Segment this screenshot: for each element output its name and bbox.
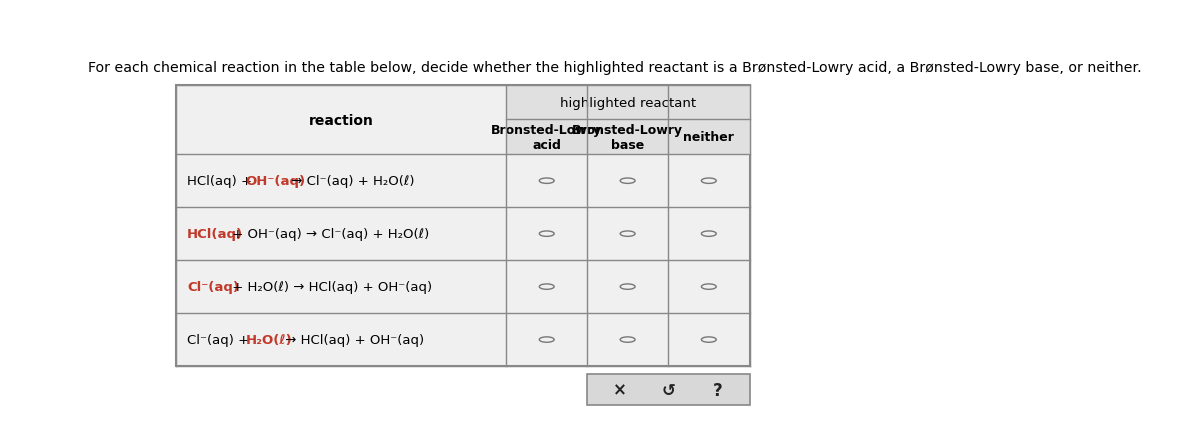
Text: HCl(aq): HCl(aq)	[187, 228, 244, 240]
Text: Bronsted-Lowry
base: Bronsted-Lowry base	[572, 124, 683, 152]
Text: Bronsted-Lowry
acid: Bronsted-Lowry acid	[491, 124, 602, 152]
Text: HCl(aq) +: HCl(aq) +	[187, 175, 257, 188]
Text: H₂O(ℓ): H₂O(ℓ)	[246, 333, 293, 346]
Text: → Cl⁻(aq) + H₂O(ℓ): → Cl⁻(aq) + H₂O(ℓ)	[287, 175, 414, 188]
Text: + H₂O(ℓ) → HCl(aq) + OH⁻(aq): + H₂O(ℓ) → HCl(aq) + OH⁻(aq)	[228, 280, 432, 293]
Text: For each chemical reaction in the table below, decide whether the highlighted re: For each chemical reaction in the table …	[88, 61, 1142, 75]
Text: Cl⁻(aq): Cl⁻(aq)	[187, 280, 239, 293]
Text: OH⁻(aq): OH⁻(aq)	[246, 175, 306, 188]
Text: → HCl(aq) + OH⁻(aq): → HCl(aq) + OH⁻(aq)	[281, 333, 424, 346]
Text: reaction: reaction	[308, 113, 373, 127]
Bar	[176, 86, 750, 366]
Bar	[588, 374, 750, 405]
Bar	[506, 86, 750, 155]
Text: highlighted reactant: highlighted reactant	[560, 97, 696, 110]
Text: ×: ×	[613, 381, 626, 399]
Text: ↺: ↺	[661, 381, 676, 399]
Text: ?: ?	[713, 381, 722, 399]
Text: Cl⁻(aq) +: Cl⁻(aq) +	[187, 333, 253, 346]
Text: + OH⁻(aq) → Cl⁻(aq) + H₂O(ℓ): + OH⁻(aq) → Cl⁻(aq) + H₂O(ℓ)	[228, 228, 430, 240]
Text: neither: neither	[683, 131, 734, 144]
